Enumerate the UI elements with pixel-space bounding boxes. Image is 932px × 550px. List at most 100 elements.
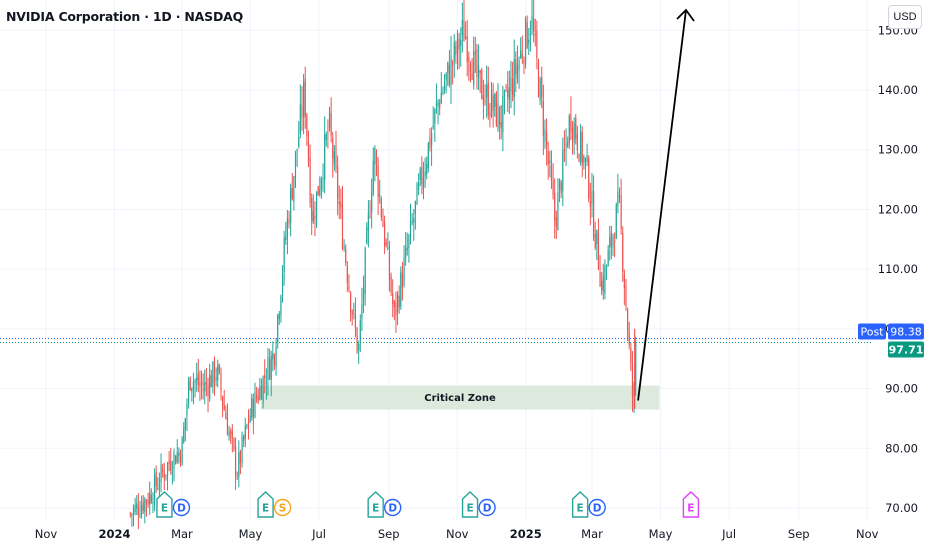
candle-body	[243, 436, 245, 442]
currency-button[interactable]: USD	[888, 5, 922, 29]
candle-body	[440, 92, 442, 104]
candle-body	[452, 61, 454, 65]
candle-body	[349, 292, 352, 312]
candle-body	[477, 64, 480, 78]
event-marker-d[interactable]: D	[172, 498, 191, 517]
candle-body	[507, 89, 509, 97]
candle-body	[476, 49, 478, 77]
candle-body	[317, 186, 319, 196]
candle	[371, 178, 373, 229]
candle-body	[557, 192, 559, 231]
candle	[181, 436, 183, 466]
candle-body	[510, 77, 512, 92]
candle	[520, 37, 522, 60]
critical-zone-box	[260, 385, 660, 410]
candle-body	[228, 431, 230, 438]
candle-body	[563, 149, 566, 151]
candle	[223, 389, 225, 412]
candle	[482, 79, 485, 120]
candle	[430, 127, 433, 166]
candle-body	[570, 114, 572, 132]
candle-body	[330, 113, 332, 136]
candle	[460, 27, 462, 67]
candle	[296, 148, 298, 167]
candle	[594, 221, 596, 251]
candle	[166, 461, 169, 491]
candle-body	[567, 141, 569, 147]
time-axis[interactable]: Nov 2024 Mar May Jul Sep Nov 2025 Mar May Jul Sep No…	[35, 527, 879, 541]
candle-body	[294, 151, 297, 178]
event-marker-s[interactable]: S	[273, 498, 292, 517]
candle-body	[230, 431, 232, 434]
candle-body	[275, 346, 277, 367]
candle-body	[332, 138, 334, 159]
candle	[486, 65, 488, 118]
event-marker-e[interactable]: E	[257, 491, 274, 518]
event-marker-e[interactable]: E	[682, 491, 700, 518]
candle	[157, 477, 159, 491]
candle-body	[630, 348, 632, 364]
candle	[424, 157, 426, 188]
candle	[584, 157, 587, 179]
candle-body	[213, 360, 216, 384]
candle-body	[584, 158, 587, 162]
candle	[507, 71, 509, 113]
candle	[163, 462, 165, 491]
candle-body	[384, 222, 386, 247]
candle	[345, 244, 347, 267]
earnings-icon	[682, 491, 700, 518]
time-tick-label: Sep	[788, 527, 810, 541]
candle	[511, 61, 514, 102]
event-marker-d[interactable]: D	[383, 498, 402, 517]
candle	[396, 291, 399, 326]
candle	[379, 179, 381, 204]
candle-body	[524, 18, 527, 66]
candle-body	[281, 273, 284, 294]
event-marker-d[interactable]: D	[588, 498, 606, 517]
price-axis[interactable]: 70.0080.0090.00100.00110.00120.00130.001…	[878, 23, 918, 515]
candle-body	[435, 102, 438, 107]
candle-body	[508, 86, 510, 101]
candle	[443, 73, 446, 94]
candle	[526, 15, 528, 50]
candle-body	[443, 84, 446, 90]
event-marker-e[interactable]: E	[367, 491, 384, 518]
candle	[272, 341, 274, 372]
event-marker-e[interactable]: E	[156, 491, 173, 518]
price-tick-label: 110.00	[878, 262, 918, 276]
candle	[477, 44, 480, 91]
candle	[132, 504, 135, 527]
candle	[395, 291, 397, 334]
candle-body	[405, 246, 407, 259]
event-marker-e[interactable]: E	[461, 491, 479, 518]
candle	[299, 84, 301, 139]
candle	[499, 106, 501, 140]
candle-body	[192, 381, 195, 390]
candle	[160, 453, 162, 493]
candle	[435, 83, 438, 114]
event-marker-d[interactable]: D	[478, 498, 496, 517]
candle-body	[625, 286, 627, 307]
candle	[495, 90, 497, 127]
event-marker-e[interactable]: E	[571, 491, 589, 518]
candle	[473, 36, 475, 90]
candle-body	[455, 45, 457, 55]
candle-body	[286, 218, 289, 238]
candle	[162, 463, 164, 478]
candle-body	[160, 464, 162, 483]
candle	[615, 202, 617, 240]
candle-body	[541, 77, 543, 98]
candle-body	[571, 127, 574, 139]
event-marker-text: E	[466, 503, 473, 515]
candle	[398, 285, 400, 314]
candle	[388, 240, 391, 292]
candle-body	[226, 416, 229, 436]
candle	[481, 67, 483, 100]
time-tick-label: Nov	[856, 527, 879, 541]
candle-body	[244, 426, 246, 439]
candle	[610, 225, 613, 260]
candle-body	[359, 320, 361, 341]
candle	[228, 425, 230, 441]
